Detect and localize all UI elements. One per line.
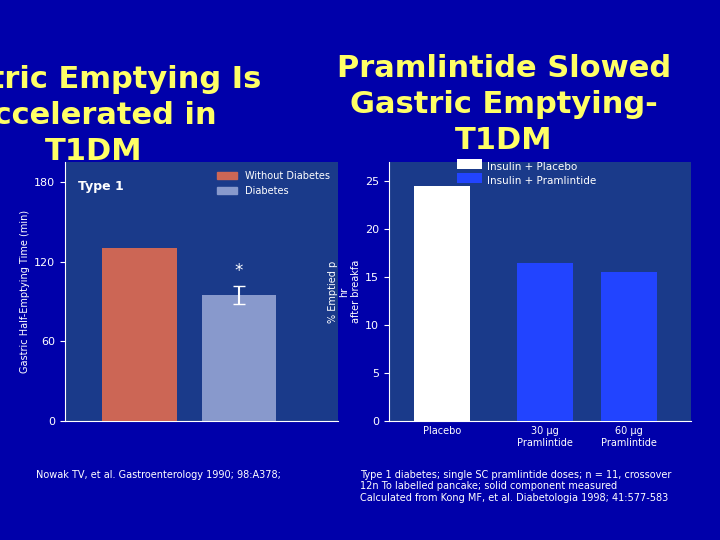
Bar: [102, 248, 176, 421]
Text: Pramlintide Slowed
Gastric Emptying-
T1DM: Pramlintide Slowed Gastric Emptying- T1D…: [337, 54, 671, 155]
Text: *: *: [235, 262, 243, 280]
Text: Nowak TV, et al. Gastroenterology 1990; 98:A378;: Nowak TV, et al. Gastroenterology 1990; …: [36, 470, 281, 480]
Bar: [202, 295, 276, 421]
Text: Type 1 diabetes; single SC pramlintide doses; n = 11, crossover
12n To labelled : Type 1 diabetes; single SC pramlintide d…: [360, 470, 671, 503]
Text: Insulin + Pramlintide: Insulin + Pramlintide: [487, 176, 597, 186]
Y-axis label: % Emptied p
hr
after breakfa: % Emptied p hr after breakfa: [328, 260, 361, 323]
Text: Gastric Emptying Is
Accelerated in
T1DM: Gastric Emptying Is Accelerated in T1DM: [0, 65, 261, 166]
Y-axis label: Gastric Half-Emptying Time (min): Gastric Half-Emptying Time (min): [19, 210, 30, 373]
Text: Insulin + Placebo: Insulin + Placebo: [487, 162, 577, 172]
Bar: [600, 272, 657, 421]
Text: Type 1: Type 1: [78, 180, 125, 193]
Bar: [414, 186, 470, 421]
Legend: Without Diabetes, Diabetes: Without Diabetes, Diabetes: [214, 167, 333, 199]
Bar: [517, 263, 572, 421]
